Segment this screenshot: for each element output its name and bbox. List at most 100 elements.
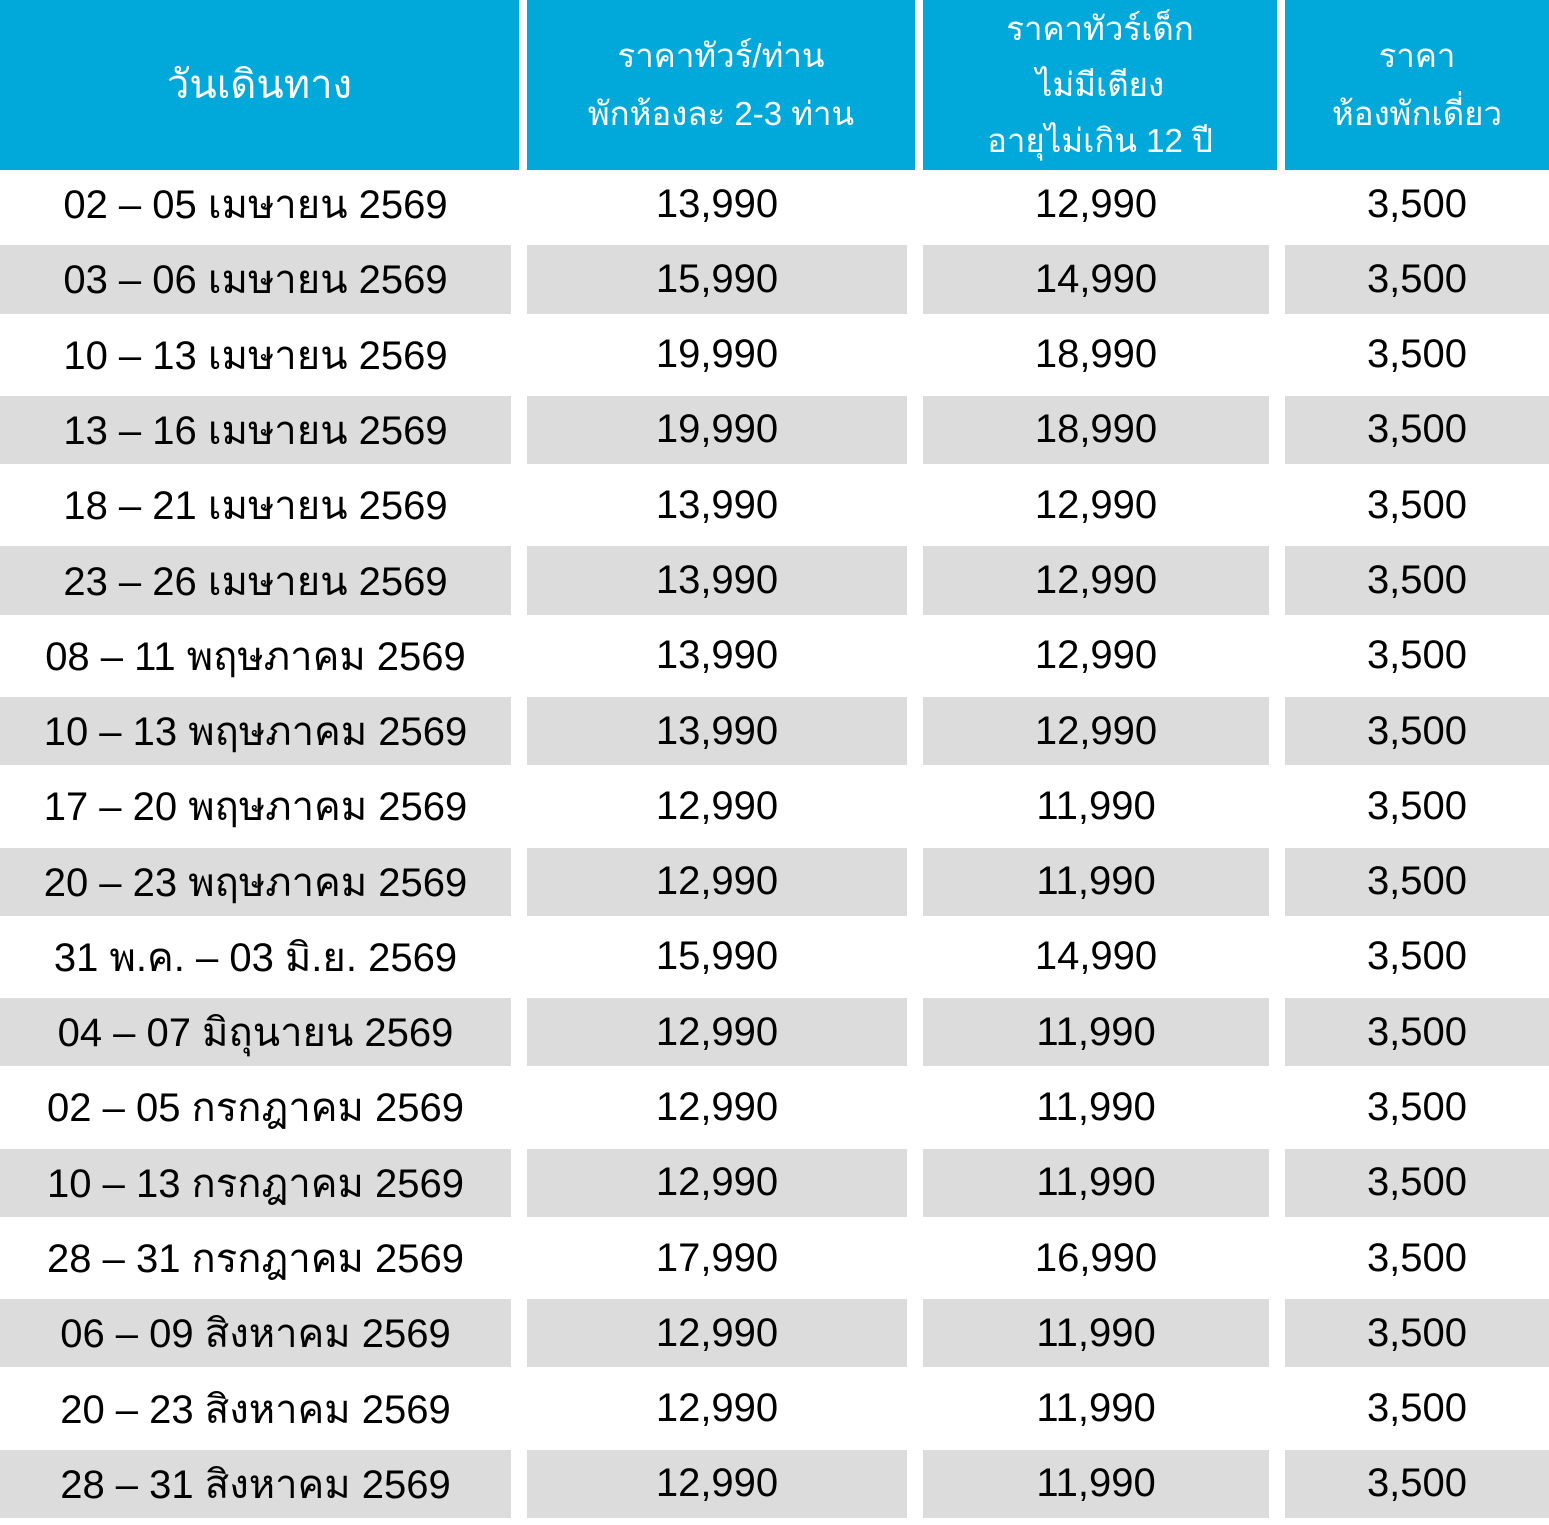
cell-travel-date: 17 – 20 พฤษภาคม 2569 <box>0 772 527 848</box>
cell-single-room-price: 3,500 <box>1285 772 1549 848</box>
cell-single-room-price: 3,500 <box>1285 1374 1549 1450</box>
header-adult-price-line2: พักห้องละ 2-3 ท่าน <box>587 95 855 132</box>
table-row: 10 – 13 พฤษภาคม 2569 13,990 12,990 3,500 <box>0 696 1549 773</box>
cell-adult-price: 12,990 <box>527 1299 923 1375</box>
header-single-room-line2: ห้องพักเดี่ยว <box>1332 95 1502 132</box>
cell-adult-price: 13,990 <box>527 546 923 622</box>
cell-child-price: 12,990 <box>923 471 1285 547</box>
cell-adult-price: 12,990 <box>527 1374 923 1450</box>
cell-travel-date: 18 – 21 เมษายน 2569 <box>0 471 527 547</box>
cell-travel-date: 20 – 23 พฤษภาคม 2569 <box>0 847 527 923</box>
table-row: 17 – 20 พฤษภาคม 2569 12,990 11,990 3,500 <box>0 772 1549 848</box>
cell-travel-date: 04 – 07 มิถุนายน 2569 <box>0 998 527 1074</box>
cell-adult-price: 12,990 <box>527 1148 923 1224</box>
header-single-room-line1: ราคา <box>1378 37 1456 74</box>
cell-single-room-price: 3,500 <box>1285 847 1549 923</box>
cell-travel-date: 13 – 16 เมษายน 2569 <box>0 395 527 472</box>
header-child-price-line2: ไม่มีเตียง <box>1035 66 1165 103</box>
cell-travel-date: 02 – 05 กรกฎาคม 2569 <box>0 1073 527 1149</box>
table-row: 23 – 26 เมษายน 2569 13,990 12,990 3,500 <box>0 546 1549 622</box>
header-travel-date-label: วันเดินทาง <box>166 63 353 107</box>
cell-single-room-price: 3,500 <box>1285 1449 1549 1525</box>
cell-child-price: 12,990 <box>923 621 1285 697</box>
cell-single-room-price: 3,500 <box>1285 170 1549 246</box>
table-row: 02 – 05 เมษายน 2569 13,990 12,990 3,500 <box>0 170 1549 246</box>
cell-child-price: 11,990 <box>923 1449 1285 1525</box>
cell-child-price: 11,990 <box>923 1374 1285 1450</box>
cell-child-price: 16,990 <box>923 1223 1285 1300</box>
cell-single-room-price: 3,500 <box>1285 696 1549 773</box>
cell-adult-price: 13,990 <box>527 696 923 773</box>
header-adult-price: ราคาทัวร์/ท่าน พักห้องละ 2-3 ท่าน <box>527 0 923 170</box>
cell-travel-date: 08 – 11 พฤษภาคม 2569 <box>0 621 527 697</box>
cell-travel-date: 20 – 23 สิงหาคม 2569 <box>0 1374 527 1450</box>
cell-adult-price: 12,990 <box>527 1449 923 1525</box>
cell-single-room-price: 3,500 <box>1285 1073 1549 1149</box>
cell-travel-date: 10 – 13 เมษายน 2569 <box>0 320 527 396</box>
table-row: 28 – 31 กรกฎาคม 2569 17,990 16,990 3,500 <box>0 1223 1549 1300</box>
cell-adult-price: 17,990 <box>527 1223 923 1300</box>
cell-single-room-price: 3,500 <box>1285 922 1549 999</box>
cell-adult-price: 19,990 <box>527 320 923 396</box>
table-header-row: วันเดินทาง ราคาทัวร์/ท่าน พักห้องละ 2-3 … <box>0 0 1549 170</box>
cell-adult-price: 12,990 <box>527 772 923 848</box>
cell-child-price: 18,990 <box>923 395 1285 472</box>
cell-single-room-price: 3,500 <box>1285 1148 1549 1224</box>
header-adult-price-line1: ราคาทัวร์/ท่าน <box>617 37 825 74</box>
cell-travel-date: 10 – 13 กรกฎาคม 2569 <box>0 1148 527 1224</box>
cell-single-room-price: 3,500 <box>1285 998 1549 1074</box>
cell-single-room-price: 3,500 <box>1285 1299 1549 1375</box>
cell-travel-date: 28 – 31 สิงหาคม 2569 <box>0 1449 527 1525</box>
cell-travel-date: 23 – 26 เมษายน 2569 <box>0 546 527 622</box>
cell-travel-date: 02 – 05 เมษายน 2569 <box>0 170 527 246</box>
cell-child-price: 11,990 <box>923 1148 1285 1224</box>
table-row: 10 – 13 กรกฎาคม 2569 12,990 11,990 3,500 <box>0 1148 1549 1224</box>
cell-child-price: 11,990 <box>923 772 1285 848</box>
header-travel-date: วันเดินทาง <box>0 0 527 170</box>
table-row: 31 พ.ค. – 03 มิ.ย. 2569 15,990 14,990 3,… <box>0 922 1549 999</box>
cell-child-price: 11,990 <box>923 1073 1285 1149</box>
header-child-price: ราคาทัวร์เด็ก ไม่มีเตียง อายุไม่เกิน 12 … <box>923 0 1285 170</box>
table-row: 03 – 06 เมษายน 2569 15,990 14,990 3,500 <box>0 245 1549 321</box>
cell-child-price: 14,990 <box>923 922 1285 999</box>
table-row: 08 – 11 พฤษภาคม 2569 13,990 12,990 3,500 <box>0 621 1549 697</box>
cell-adult-price: 12,990 <box>527 1073 923 1149</box>
cell-adult-price: 19,990 <box>527 395 923 472</box>
cell-adult-price: 12,990 <box>527 847 923 923</box>
cell-adult-price: 13,990 <box>527 471 923 547</box>
cell-child-price: 12,990 <box>923 696 1285 773</box>
cell-travel-date: 28 – 31 กรกฎาคม 2569 <box>0 1223 527 1300</box>
cell-adult-price: 12,990 <box>527 998 923 1074</box>
cell-travel-date: 03 – 06 เมษายน 2569 <box>0 245 527 321</box>
cell-single-room-price: 3,500 <box>1285 471 1549 547</box>
table-row: 28 – 31 สิงหาคม 2569 12,990 11,990 3,500 <box>0 1449 1549 1525</box>
cell-child-price: 12,990 <box>923 546 1285 622</box>
cell-single-room-price: 3,500 <box>1285 1223 1549 1300</box>
cell-travel-date: 10 – 13 พฤษภาคม 2569 <box>0 696 527 773</box>
cell-child-price: 11,990 <box>923 847 1285 923</box>
cell-single-room-price: 3,500 <box>1285 395 1549 472</box>
cell-child-price: 11,990 <box>923 998 1285 1074</box>
table-row: 02 – 05 กรกฎาคม 2569 12,990 11,990 3,500 <box>0 1073 1549 1149</box>
cell-adult-price: 15,990 <box>527 245 923 321</box>
cell-child-price: 18,990 <box>923 320 1285 396</box>
table-row: 13 – 16 เมษายน 2569 19,990 18,990 3,500 <box>0 395 1549 472</box>
cell-travel-date: 06 – 09 สิงหาคม 2569 <box>0 1299 527 1375</box>
cell-adult-price: 13,990 <box>527 170 923 246</box>
table-row: 10 – 13 เมษายน 2569 19,990 18,990 3,500 <box>0 320 1549 396</box>
table-body: 02 – 05 เมษายน 2569 13,990 12,990 3,500 … <box>0 170 1549 1525</box>
header-single-room-price: ราคา ห้องพักเดี่ยว <box>1285 0 1549 170</box>
cell-child-price: 14,990 <box>923 245 1285 321</box>
header-child-price-line1: ราคาทัวร์เด็ก <box>1006 10 1194 47</box>
cell-adult-price: 15,990 <box>527 922 923 999</box>
cell-adult-price: 13,990 <box>527 621 923 697</box>
cell-single-room-price: 3,500 <box>1285 320 1549 396</box>
header-child-price-line3: อายุไม่เกิน 12 ปี <box>987 122 1213 159</box>
cell-single-room-price: 3,500 <box>1285 245 1549 321</box>
cell-travel-date: 31 พ.ค. – 03 มิ.ย. 2569 <box>0 922 527 999</box>
table-row: 06 – 09 สิงหาคม 2569 12,990 11,990 3,500 <box>0 1299 1549 1375</box>
table-row: 20 – 23 พฤษภาคม 2569 12,990 11,990 3,500 <box>0 847 1549 923</box>
cell-child-price: 12,990 <box>923 170 1285 246</box>
table-row: 18 – 21 เมษายน 2569 13,990 12,990 3,500 <box>0 471 1549 547</box>
